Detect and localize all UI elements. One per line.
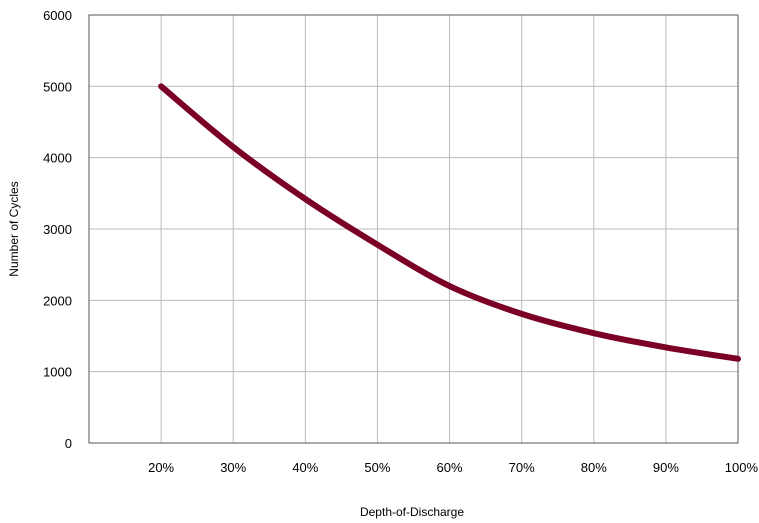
x-tick-label: 80% bbox=[581, 460, 607, 475]
y-tick-label: 1000 bbox=[43, 365, 72, 380]
x-tick-label: 100% bbox=[725, 460, 759, 475]
y-tick-label: 6000 bbox=[43, 8, 72, 23]
plot-frame bbox=[88, 14, 739, 444]
y-tick-label: 0 bbox=[65, 436, 72, 451]
series-line bbox=[158, 83, 741, 362]
y-axis-title: Number of Cycles bbox=[7, 181, 21, 276]
y-tick-label: 3000 bbox=[43, 222, 72, 237]
series-layer bbox=[158, 83, 741, 362]
x-tick-label: 50% bbox=[364, 460, 390, 475]
grid-lines bbox=[89, 15, 738, 443]
x-tick-label: 70% bbox=[509, 460, 535, 475]
x-axis-title: Depth-of-Discharge bbox=[360, 505, 464, 519]
x-axis-ticks: 20% 30% 40% 50% 60% 70% 80% 90% 100% bbox=[148, 460, 758, 475]
y-axis-ticks: 0 1000 2000 3000 4000 5000 6000 bbox=[43, 8, 72, 451]
x-tick-label: 30% bbox=[220, 460, 246, 475]
x-tick-label: 60% bbox=[437, 460, 463, 475]
x-tick-label: 90% bbox=[653, 460, 679, 475]
x-tick-label: 20% bbox=[148, 460, 174, 475]
y-tick-label: 2000 bbox=[43, 293, 72, 308]
y-tick-label: 5000 bbox=[43, 79, 72, 94]
y-tick-label: 4000 bbox=[43, 151, 72, 166]
x-tick-label: 40% bbox=[292, 460, 318, 475]
